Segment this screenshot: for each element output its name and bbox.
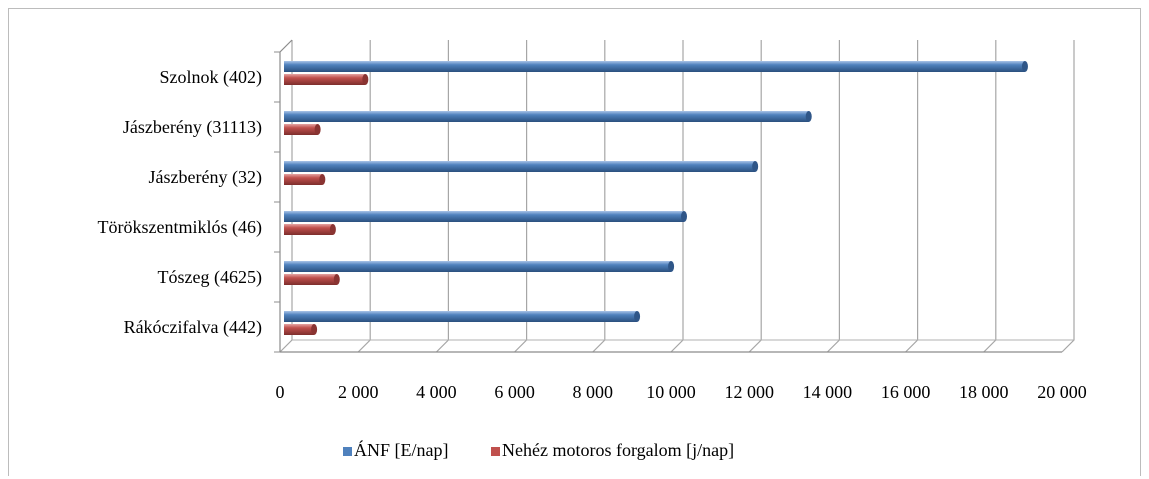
heavy-traffic-bar: [284, 274, 340, 285]
anf-bar: [284, 61, 1028, 72]
legend: ÁNF [E/nap] Nehéz motoros forgalom [j/nap…: [343, 439, 734, 460]
x-tick-label: 12 000: [724, 382, 774, 402]
heavy-traffic-bar: [284, 74, 369, 85]
gridline: [435, 40, 449, 353]
gridline: [670, 40, 684, 353]
anf-bar: [284, 111, 812, 122]
x-tick-label: 10 000: [646, 382, 696, 402]
y-axis-wall: [279, 39, 293, 352]
chart-area: [8, 8, 1141, 476]
x-tick-label: 2 000: [338, 382, 379, 402]
x-tick-label: 14 000: [803, 382, 853, 402]
legend-label: Nehéz motoros forgalom [j/nap]: [502, 440, 734, 460]
legend-swatch: [343, 447, 352, 456]
category-label: Rákóczifalva (442): [124, 317, 262, 338]
gridline: [357, 40, 371, 353]
anf-bar: [284, 261, 675, 272]
category-label: Jászberény (31113): [123, 117, 262, 138]
gridline: [826, 40, 841, 353]
anf-bar: [284, 211, 687, 222]
anf-bar: [284, 311, 641, 322]
category-labels: Szolnok (402) Jászberény (31113) Jászberén…: [98, 67, 262, 338]
legend-label: ÁNF [E/nap]: [354, 439, 448, 460]
heavy-traffic-bar: [284, 224, 336, 235]
legend-swatch: [491, 447, 500, 456]
category-label: Tószeg (4625): [158, 267, 262, 288]
gridline: [514, 40, 528, 353]
category-label: Jászberény (32): [149, 167, 262, 188]
gridline: [279, 40, 293, 353]
axes: [274, 39, 1074, 353]
x-tick-label: 20 000: [1037, 382, 1087, 402]
x-tick-label: 6 000: [494, 382, 535, 402]
heavy-traffic-bar: [284, 174, 326, 185]
x-tick-label: 18 000: [959, 382, 1009, 402]
heavy-traffic-bar: [284, 324, 318, 335]
gridline: [1061, 40, 1075, 353]
legend-item-anf: ÁNF [E/nap]: [343, 439, 448, 460]
x-tick-label: 0: [276, 382, 285, 402]
gridline: [748, 40, 762, 353]
category-label: Szolnok (402): [160, 67, 263, 88]
bars: [284, 61, 1028, 335]
legend-item-heavy: Nehéz motoros forgalom [j/nap]: [491, 440, 734, 460]
gridline: [592, 40, 606, 353]
anf-bar: [284, 161, 759, 172]
x-tick-label: 16 000: [881, 382, 931, 402]
x-tick-label: 8 000: [573, 382, 614, 402]
category-label: Törökszentmiklós (46): [98, 217, 262, 238]
heavy-traffic-bar: [284, 124, 321, 135]
gridline: [983, 40, 997, 353]
x-tick-label: 4 000: [416, 382, 457, 402]
gridline: [905, 40, 919, 353]
x-tick-labels: 0 2 000 4 000 6 000 8 000 10 000 12 000 14 000 1…: [276, 382, 1087, 402]
gridlines: [279, 40, 1075, 353]
